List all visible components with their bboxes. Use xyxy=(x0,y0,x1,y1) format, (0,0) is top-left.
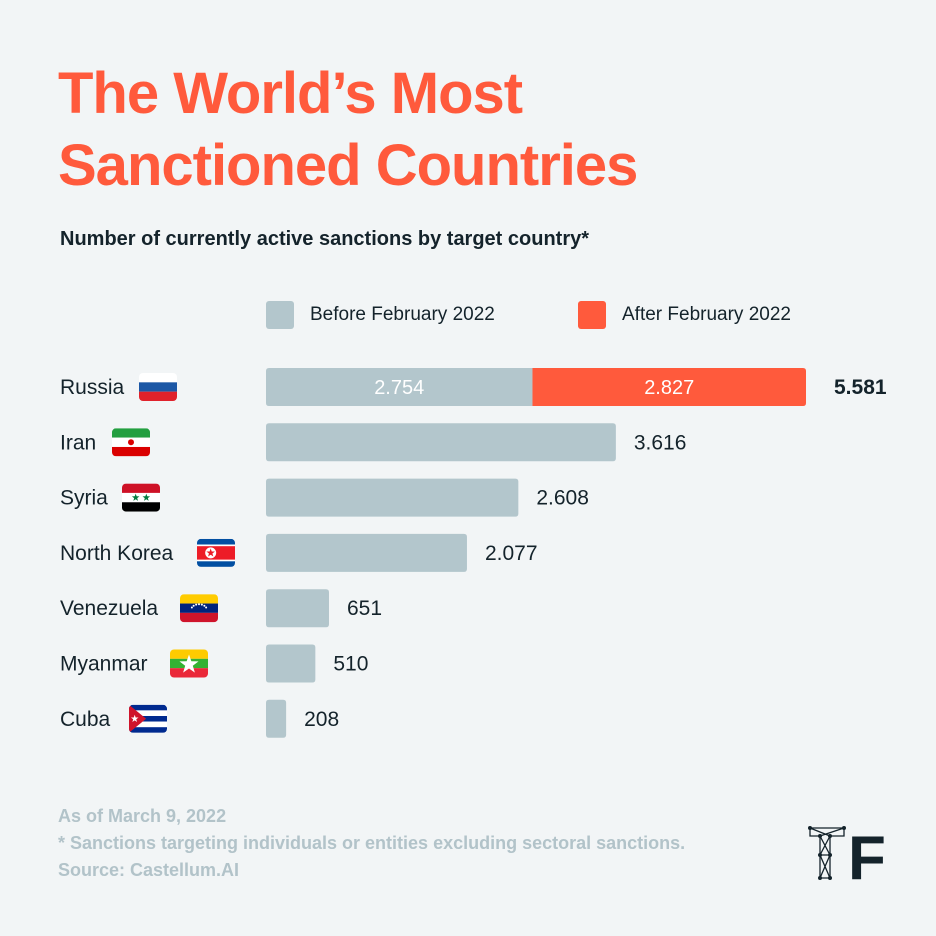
logo-letter: F xyxy=(848,825,886,881)
north-korea-flag-icon xyxy=(197,538,235,567)
bar-inner-label-russia-after-february-2022: 2.827 xyxy=(644,377,694,399)
bar-russia-after-february-2022 xyxy=(532,368,806,406)
value-label-cuba: 208 xyxy=(304,708,339,731)
bar-iran-before-february-2022 xyxy=(266,423,616,462)
bar-inner-label-russia-before-february-2022: 2.754 xyxy=(374,377,424,399)
bar-myanmar-before-february-2022 xyxy=(266,644,316,683)
legend-swatch-after xyxy=(578,301,606,329)
country-label-venezuela: Venezuela xyxy=(60,597,158,620)
country-label-north-korea: North Korea xyxy=(60,542,174,565)
venezuela-flag-icon xyxy=(180,594,218,623)
legend-label-before: Before February 2022 xyxy=(310,304,495,325)
footer-note: * Sanctions targeting individuals or ent… xyxy=(58,833,686,853)
value-label-russia: 5.581 xyxy=(834,376,887,399)
legend-label-after: After February 2022 xyxy=(622,304,791,325)
bar-cuba-before-february-2022 xyxy=(266,699,287,738)
value-label-myanmar: 510 xyxy=(333,653,368,676)
bar-venezuela-before-february-2022 xyxy=(266,589,329,628)
brand-logo-icon: F xyxy=(808,825,886,881)
syria-flag-icon xyxy=(122,483,160,512)
footer-source: Source: Castellum.AI xyxy=(58,860,240,880)
country-label-myanmar: Myanmar xyxy=(60,653,148,676)
cuba-flag-icon xyxy=(129,704,167,733)
value-label-iran: 3.616 xyxy=(634,431,687,454)
myanmar-flag-icon xyxy=(170,649,208,678)
chart-subtitle: Number of currently active sanctions by … xyxy=(60,228,590,250)
title-line-1: The World’s Most xyxy=(58,61,523,126)
chart-legend: Before February 2022 After February 2022 xyxy=(266,300,866,330)
russia-flag-icon xyxy=(139,373,177,401)
value-label-north-korea: 2.077 xyxy=(485,542,538,565)
bar-syria-before-february-2022 xyxy=(266,478,519,517)
country-label-iran: Iran xyxy=(60,431,96,454)
title-line-2: Sanctioned Countries xyxy=(58,133,638,198)
legend-item-before: Before February 2022 xyxy=(266,300,495,330)
country-label-russia: Russia xyxy=(60,376,125,399)
country-label-cuba: Cuba xyxy=(60,708,111,731)
legend-item-after: After February 2022 xyxy=(578,300,791,330)
legend-swatch-before xyxy=(266,301,294,329)
value-label-venezuela: 651 xyxy=(347,597,382,620)
bar-russia-before-february-2022 xyxy=(266,368,533,406)
country-label-syria: Syria xyxy=(60,487,108,510)
value-label-syria: 2.608 xyxy=(536,487,589,510)
bar-north-korea-before-february-2022 xyxy=(266,533,467,572)
chart-footer: As of March 9, 2022 * Sanctions targetin… xyxy=(58,803,685,884)
page-title: The World’s Most Sanctioned Countries xyxy=(58,58,878,202)
iran-flag-icon xyxy=(112,428,150,457)
footer-date: As of March 9, 2022 xyxy=(58,806,227,826)
bar-chart: Russia 2.754 2.827 5.581 Iran 3.616 Syria 2.608… xyxy=(60,368,887,738)
